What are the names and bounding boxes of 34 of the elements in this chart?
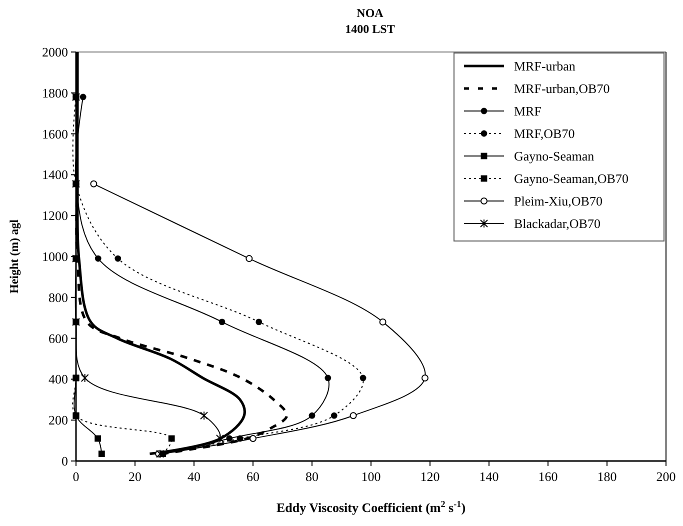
y-tick-label: 0 bbox=[62, 454, 68, 468]
x-tick-label: 60 bbox=[246, 469, 260, 484]
chart-subtitle: 1400 LST bbox=[345, 22, 395, 36]
legend-label: Blackadar,OB70 bbox=[514, 216, 600, 231]
legend-label: Pleim-Xiu,OB70 bbox=[514, 194, 602, 208]
x-tick-label: 20 bbox=[128, 469, 142, 484]
y-axis-title: Height (m) agl bbox=[7, 218, 21, 294]
legend-label: MRF-urban bbox=[514, 58, 576, 74]
x-tick-label: 40 bbox=[188, 469, 200, 484]
x-tick-label: 80 bbox=[306, 469, 318, 484]
legend-label: Gayno-Seaman bbox=[514, 148, 595, 164]
x-tick-label: 200 bbox=[656, 469, 676, 484]
x-tick-label: 0 bbox=[72, 469, 80, 484]
chart-title: NOA bbox=[356, 6, 384, 20]
x-tick-label: 140 bbox=[479, 469, 499, 484]
legend-label: MRF bbox=[514, 104, 542, 118]
x-axis-title: Eddy Viscosity Coefficient (m$^{2}$ s$^{-1}$) bbox=[276, 499, 466, 515]
y-tick-label: 1600 bbox=[42, 126, 68, 142]
y-tick-label: 200 bbox=[48, 412, 68, 428]
y-tick-label: 600 bbox=[48, 330, 68, 346]
legend-label: MRF,OB70 bbox=[514, 126, 575, 141]
legend-label: MRF-urban,OB70 bbox=[514, 81, 610, 96]
y-tick-label: 2000 bbox=[42, 44, 68, 60]
y-tick-label: 1800 bbox=[42, 85, 68, 100]
x-tick-label: 120 bbox=[420, 469, 440, 484]
y-tick-label: 1000 bbox=[42, 249, 68, 264]
y-tick-label: 800 bbox=[48, 290, 68, 305]
legend-label: Gayno-Seaman,OB70 bbox=[514, 171, 628, 186]
y-tick-label: 1200 bbox=[42, 208, 68, 224]
x-tick-label: 160 bbox=[538, 469, 558, 484]
y-tick-label: 1400 bbox=[42, 167, 68, 182]
y-tick-label: 400 bbox=[48, 372, 68, 387]
x-tick-label: 180 bbox=[597, 469, 617, 484]
x-tick-label: 100 bbox=[361, 469, 381, 484]
